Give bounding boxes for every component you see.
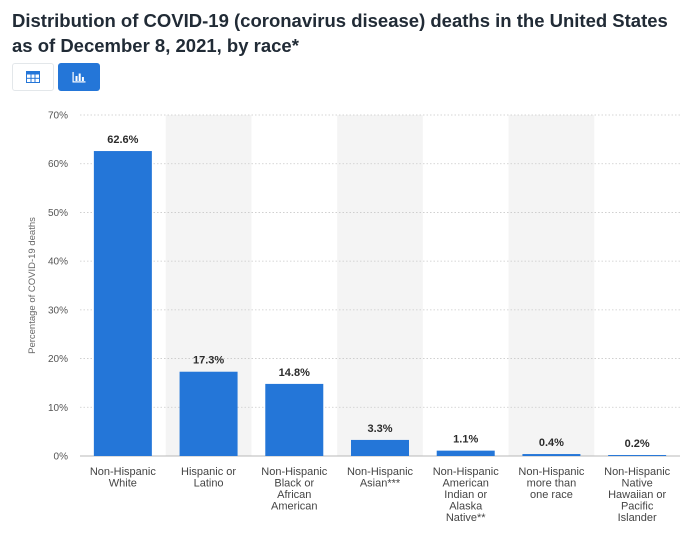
bar xyxy=(351,439,409,456)
bar xyxy=(436,450,495,456)
y-tick-label: 40% xyxy=(48,257,68,268)
y-axis-label: Percentage of COVID-19 deaths xyxy=(27,217,38,354)
x-tick-label: Non-Hispanic Asian*** xyxy=(347,466,414,490)
x-tick-label: Hispanic or Latino xyxy=(181,466,236,490)
bar-chart-icon xyxy=(72,72,86,83)
y-tick-label: 60% xyxy=(48,159,68,170)
y-tick-label: 50% xyxy=(48,208,68,219)
view-toggle xyxy=(12,63,100,91)
background-band xyxy=(337,115,423,456)
x-tick-label: Non-Hispanic White xyxy=(90,466,157,490)
y-tick-label: 30% xyxy=(48,305,68,316)
y-tick-label: 0% xyxy=(54,452,69,463)
bar xyxy=(93,151,152,456)
y-tick-label: 20% xyxy=(48,354,68,365)
table-view-button[interactable] xyxy=(12,63,54,91)
data-label: 0.4% xyxy=(539,437,564,449)
y-tick-label: 10% xyxy=(48,403,68,414)
x-tick-label: Non-Hispanic American Indian or Alaska Nativ… xyxy=(433,466,500,524)
bar xyxy=(179,371,238,456)
x-tick-label: Non-Hispanic Black or African American xyxy=(261,466,328,513)
data-label: 0.2% xyxy=(625,438,650,450)
chart-view-button[interactable] xyxy=(58,63,100,91)
bar xyxy=(265,383,324,456)
x-tick-label: Non-Hispanic more than one race xyxy=(518,466,585,501)
table-icon xyxy=(26,71,40,83)
bar xyxy=(522,454,581,456)
bar xyxy=(608,455,667,456)
chart-title: Distribution of COVID-19 (coronavirus di… xyxy=(12,10,668,56)
background-band xyxy=(508,115,595,456)
y-tick-label: 70% xyxy=(48,111,68,122)
data-label: 3.3% xyxy=(367,423,392,435)
data-label: 17.3% xyxy=(193,355,224,367)
data-label: 14.8% xyxy=(279,367,310,379)
data-label: 62.6% xyxy=(107,134,138,146)
data-label: 1.1% xyxy=(453,434,478,446)
x-tick-label: Non-Hispanic Native Hawaiian or Pacific Isla… xyxy=(604,466,671,524)
